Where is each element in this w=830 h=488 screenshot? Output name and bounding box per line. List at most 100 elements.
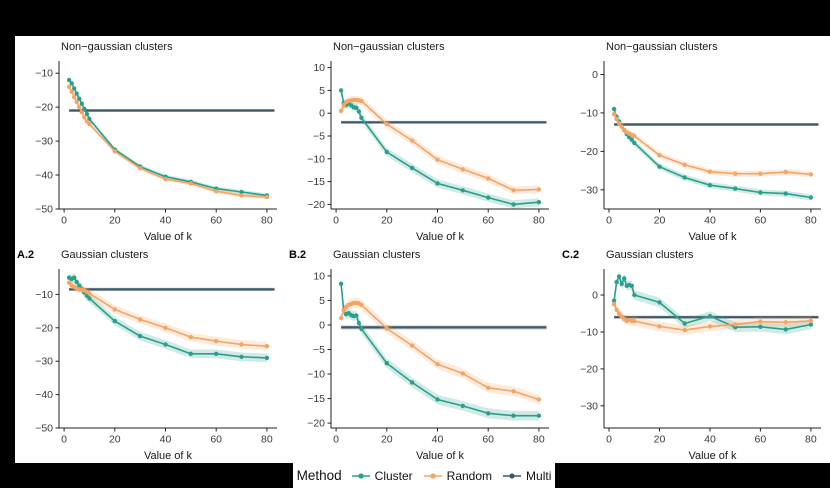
random-point [359,98,364,104]
panel-c1: Non−gaussian clusters 0 −10 −20 −30 0 20 40 60 8… [560,36,830,244]
random-point [341,308,346,313]
cluster-point [611,106,617,112]
panel-a1-title: Non−gaussian clusters [61,41,173,53]
random-point [74,99,79,105]
y-tick-label: −5 [313,344,325,356]
cluster-point [239,354,244,359]
random-point [359,302,364,308]
cluster-point [682,321,687,326]
cluster-point [629,137,634,142]
cluster-point [69,81,74,86]
y-tick-label: −20 [307,199,325,211]
x-tick-label: 20 [654,215,666,227]
random-point [341,102,346,108]
random-point [632,133,637,139]
random-point [632,319,637,324]
y-tick-label: 0 [592,69,598,81]
x-tick-label: 80 [533,215,545,227]
legend-items: Cluster Random Multi [351,469,551,483]
random-point [657,153,662,158]
panel-b2-title: Gaussian clusters [333,249,421,261]
cluster-point [486,195,491,200]
cluster-point [460,188,465,193]
cluster-point [707,183,713,188]
y-tick-label: 5 [319,295,325,307]
y-tick-label: −30 [580,184,598,196]
y-tick-label: −10 [580,107,598,119]
y-tick-label: −30 [35,136,53,148]
cluster-point [79,101,85,106]
legend: Method Cluster Random Multi [293,463,555,488]
random-point [511,389,516,394]
random-point [682,162,687,167]
random-point [87,291,92,296]
cluster-point [188,351,193,356]
y-tick-label: −20 [35,322,53,334]
random-ribbon [614,111,811,178]
x-tick-label: 0 [61,215,67,227]
cluster-point [619,281,624,287]
random-point [188,181,193,186]
random-ribbon [341,95,539,195]
random-point [338,108,344,114]
random-point [511,188,516,193]
random-point [758,319,763,324]
cluster-point [239,189,244,195]
x-tick-label: 40 [432,434,444,446]
x-tick-label: 0 [606,434,612,446]
cluster-point [87,296,92,301]
cluster-point [629,283,634,288]
cluster-point [409,165,415,171]
x-tick-label: 20 [109,434,121,446]
cluster-point [112,318,118,324]
random-point [72,94,77,100]
cluster-line [68,79,268,197]
random-point [384,121,389,127]
random-point [614,116,619,122]
random-point [460,167,465,172]
y-tick-label: −40 [35,389,53,401]
y-tick-label: 10 [313,270,325,282]
cluster-point [356,109,362,114]
cluster-point [657,300,662,305]
y-tick-label: −20 [307,418,325,430]
cluster-point [657,164,662,169]
cluster-point [435,181,440,186]
random-point [536,397,542,402]
cluster-point [632,292,637,298]
x-tick-label: 60 [482,434,494,446]
random-point [611,111,617,117]
y-tick-label: −20 [35,102,53,114]
random-point [338,315,344,321]
x-tick-label: 20 [381,215,393,227]
cluster-point [632,140,637,146]
random-point [87,121,92,127]
random-point [264,194,270,200]
random-ribbon [69,278,267,351]
cluster-point [359,115,364,120]
random-point [536,187,542,192]
random-point [214,189,219,194]
chart-b2: 10 5 0 −5 −10 −15 −20 0 20 40 60 80 Value of k [307,269,549,462]
x-tick-label: 60 [755,434,767,446]
cluster-point [733,186,738,191]
cluster-point [435,397,440,402]
chart-c1: 0 −10 −20 −30 0 20 40 60 80 Value of k [580,61,821,243]
cluster-point [682,175,687,180]
random-point [486,385,491,390]
y-tick-label: −30 [35,356,53,368]
random-point [707,324,713,329]
cluster-point [536,413,542,418]
panel-a2-header: A.2 Gaussian clusters [15,244,287,264]
y-tick-label: −15 [307,176,325,188]
multi-marker-icon [503,472,522,479]
random-point [783,169,788,175]
random-point [137,166,143,171]
x-tick-label: 60 [210,434,222,446]
cluster-point [264,355,270,361]
y-tick-label: −40 [35,170,53,182]
random-point [137,317,143,322]
x-tick-label: 20 [109,215,121,227]
random-marker-icon [423,472,442,479]
x-tick-label: 80 [805,215,817,227]
